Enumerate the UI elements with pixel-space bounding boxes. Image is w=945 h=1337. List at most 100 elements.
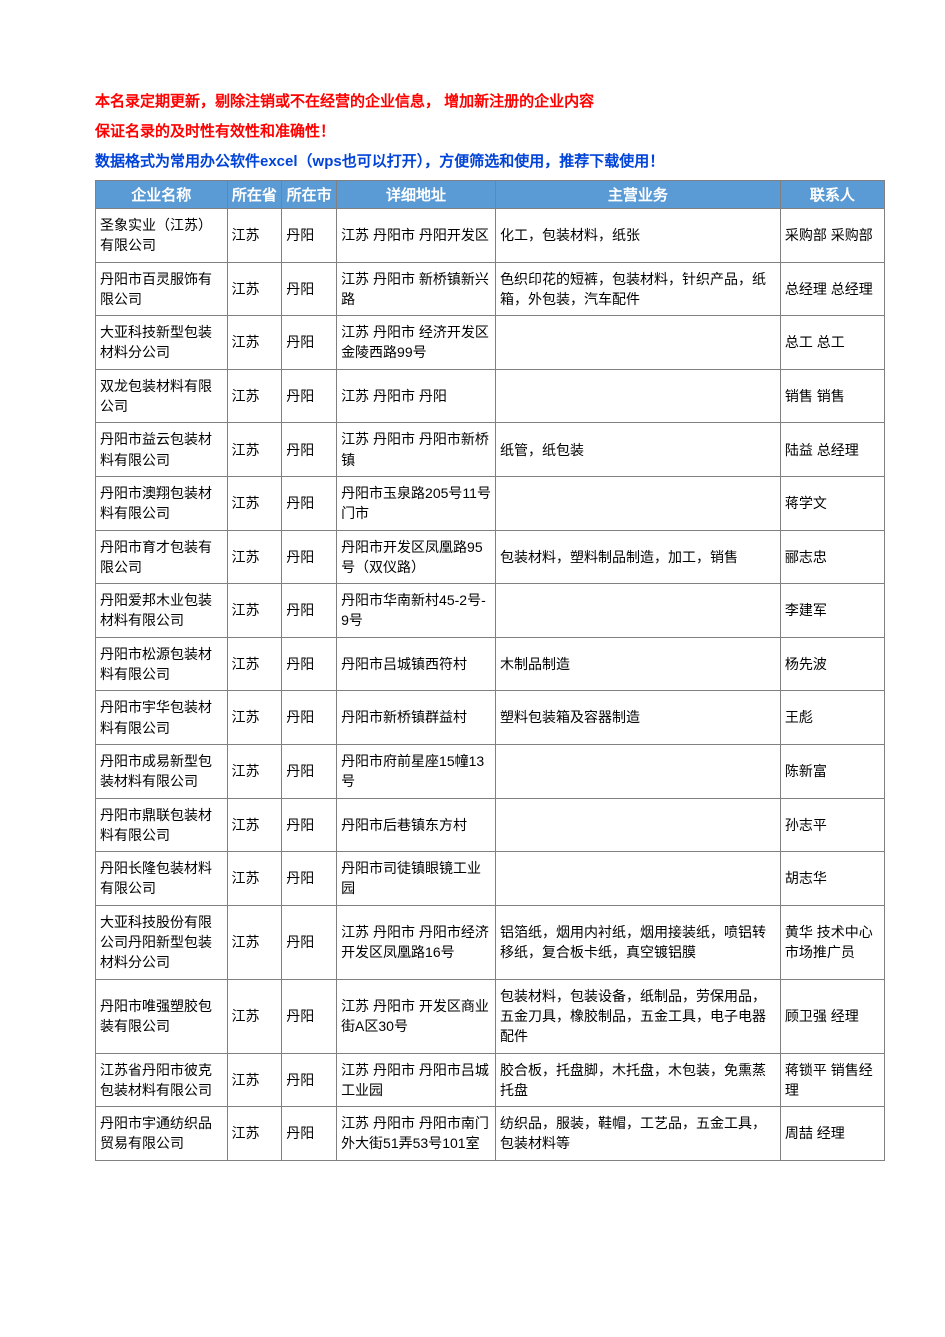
table-row: 丹阳市益云包装材料有限公司江苏丹阳江苏 丹阳市 丹阳市新桥镇纸管，纸包装陆益 总… — [96, 423, 885, 477]
cell-business: 纸管，纸包装 — [495, 423, 780, 477]
cell-city: 丹阳 — [282, 905, 337, 979]
cell-contact: 郦志忠 — [780, 530, 884, 584]
cell-province: 江苏 — [227, 852, 282, 906]
cell-city: 丹阳 — [282, 584, 337, 638]
cell-address: 江苏 丹阳市 新桥镇新兴路 — [337, 262, 496, 316]
cell-business: 化工，包装材料，纸张 — [495, 209, 780, 263]
table-row: 大亚科技股份有限公司丹阳新型包装材料分公司江苏丹阳江苏 丹阳市 丹阳市经济开发区… — [96, 905, 885, 979]
cell-business — [495, 852, 780, 906]
cell-address: 丹阳市吕城镇西符村 — [337, 637, 496, 691]
cell-province: 江苏 — [227, 530, 282, 584]
cell-address: 江苏 丹阳市 丹阳市南门外大街51弄53号101室 — [337, 1107, 496, 1161]
cell-name: 江苏省丹阳市彼克包装材料有限公司 — [96, 1053, 228, 1107]
cell-address: 江苏 丹阳市 经济开发区金陵西路99号 — [337, 316, 496, 370]
cell-city: 丹阳 — [282, 1053, 337, 1107]
cell-city: 丹阳 — [282, 530, 337, 584]
table-row: 圣象实业（江苏）有限公司江苏丹阳江苏 丹阳市 丹阳开发区化工，包装材料，纸张采购… — [96, 209, 885, 263]
cell-business: 木制品制造 — [495, 637, 780, 691]
cell-city: 丹阳 — [282, 369, 337, 423]
table-row: 丹阳市澳翔包装材料有限公司江苏丹阳丹阳市玉泉路205号11号门市蒋学文 — [96, 476, 885, 530]
cell-province: 江苏 — [227, 316, 282, 370]
cell-contact: 王彪 — [780, 691, 884, 745]
cell-address: 江苏 丹阳市 丹阳市吕城工业园 — [337, 1053, 496, 1107]
cell-business — [495, 798, 780, 852]
cell-address: 江苏 丹阳市 丹阳市新桥镇 — [337, 423, 496, 477]
cell-province: 江苏 — [227, 584, 282, 638]
cell-name: 大亚科技新型包装材料分公司 — [96, 316, 228, 370]
th-name: 企业名称 — [96, 181, 228, 209]
cell-business: 色织印花的短裤，包装材料，针织产品，纸箱，外包装，汽车配件 — [495, 262, 780, 316]
cell-address: 江苏 丹阳市 丹阳开发区 — [337, 209, 496, 263]
cell-province: 江苏 — [227, 691, 282, 745]
cell-name: 丹阳市益云包装材料有限公司 — [96, 423, 228, 477]
table-row: 丹阳市唯强塑胶包装有限公司江苏丹阳江苏 丹阳市 开发区商业街A区30号包装材料，… — [96, 979, 885, 1053]
cell-contact: 蒋学文 — [780, 476, 884, 530]
cell-name: 双龙包装材料有限公司 — [96, 369, 228, 423]
table-row: 丹阳市宇通纺织品贸易有限公司江苏丹阳江苏 丹阳市 丹阳市南门外大街51弄53号1… — [96, 1107, 885, 1161]
cell-city: 丹阳 — [282, 262, 337, 316]
cell-name: 丹阳市育才包装有限公司 — [96, 530, 228, 584]
company-table: 企业名称 所在省 所在市 详细地址 主营业务 联系人 圣象实业（江苏）有限公司江… — [95, 180, 885, 1161]
cell-city: 丹阳 — [282, 423, 337, 477]
cell-province: 江苏 — [227, 637, 282, 691]
cell-name: 大亚科技股份有限公司丹阳新型包装材料分公司 — [96, 905, 228, 979]
cell-contact: 总工 总工 — [780, 316, 884, 370]
cell-province: 江苏 — [227, 744, 282, 798]
cell-address: 丹阳市后巷镇东方村 — [337, 798, 496, 852]
cell-city: 丹阳 — [282, 637, 337, 691]
cell-business: 包装材料，塑料制品制造，加工，销售 — [495, 530, 780, 584]
cell-address: 江苏 丹阳市 丹阳 — [337, 369, 496, 423]
cell-contact: 总经理 总经理 — [780, 262, 884, 316]
cell-contact: 胡志华 — [780, 852, 884, 906]
cell-city: 丹阳 — [282, 476, 337, 530]
cell-contact: 采购部 采购部 — [780, 209, 884, 263]
cell-address: 丹阳市司徒镇眼镜工业园 — [337, 852, 496, 906]
table-row: 双龙包装材料有限公司江苏丹阳江苏 丹阳市 丹阳销售 销售 — [96, 369, 885, 423]
table-row: 丹阳爱邦木业包装材料有限公司江苏丹阳丹阳市华南新村45-2号-9号李建军 — [96, 584, 885, 638]
cell-business — [495, 369, 780, 423]
cell-business — [495, 316, 780, 370]
cell-province: 江苏 — [227, 476, 282, 530]
cell-city: 丹阳 — [282, 316, 337, 370]
cell-province: 江苏 — [227, 369, 282, 423]
cell-contact: 李建军 — [780, 584, 884, 638]
th-province: 所在省 — [227, 181, 282, 209]
table-row: 丹阳市鼎联包装材料有限公司江苏丹阳丹阳市后巷镇东方村孙志平 — [96, 798, 885, 852]
cell-name: 丹阳市宇华包装材料有限公司 — [96, 691, 228, 745]
cell-province: 江苏 — [227, 1053, 282, 1107]
cell-name: 丹阳市鼎联包装材料有限公司 — [96, 798, 228, 852]
cell-business: 铝箔纸，烟用内衬纸，烟用接装纸，喷铝转移纸，复合板卡纸，真空镀铝膜 — [495, 905, 780, 979]
cell-business: 包装材料，包装设备，纸制品，劳保用品，五金刀具，橡胶制品，五金工具，电子电器配件 — [495, 979, 780, 1053]
cell-province: 江苏 — [227, 905, 282, 979]
intro-line-2: 保证名录的及时性有效性和准确性！ — [95, 120, 885, 144]
table-row: 丹阳市成易新型包装材料有限公司江苏丹阳丹阳市府前星座15幢13号陈新富 — [96, 744, 885, 798]
th-city: 所在市 — [282, 181, 337, 209]
cell-name: 丹阳爱邦木业包装材料有限公司 — [96, 584, 228, 638]
cell-name: 丹阳市百灵服饰有限公司 — [96, 262, 228, 316]
th-business: 主营业务 — [495, 181, 780, 209]
cell-contact: 黄华 技术中心市场推广员 — [780, 905, 884, 979]
table-row: 丹阳市宇华包装材料有限公司江苏丹阳丹阳市新桥镇群益村塑料包装箱及容器制造王彪 — [96, 691, 885, 745]
th-address: 详细地址 — [337, 181, 496, 209]
cell-city: 丹阳 — [282, 979, 337, 1053]
cell-name: 丹阳市宇通纺织品贸易有限公司 — [96, 1107, 228, 1161]
cell-business — [495, 584, 780, 638]
cell-city: 丹阳 — [282, 209, 337, 263]
cell-address: 丹阳市新桥镇群益村 — [337, 691, 496, 745]
cell-contact: 顾卫强 经理 — [780, 979, 884, 1053]
table-header-row: 企业名称 所在省 所在市 详细地址 主营业务 联系人 — [96, 181, 885, 209]
table-row: 江苏省丹阳市彼克包装材料有限公司江苏丹阳江苏 丹阳市 丹阳市吕城工业园胶合板，托… — [96, 1053, 885, 1107]
cell-name: 丹阳市成易新型包装材料有限公司 — [96, 744, 228, 798]
cell-contact: 孙志平 — [780, 798, 884, 852]
cell-province: 江苏 — [227, 1107, 282, 1161]
cell-address: 江苏 丹阳市 丹阳市经济开发区凤凰路16号 — [337, 905, 496, 979]
cell-city: 丹阳 — [282, 798, 337, 852]
cell-business — [495, 744, 780, 798]
cell-address: 丹阳市开发区凤凰路95号（双仪路） — [337, 530, 496, 584]
table-row: 丹阳市百灵服饰有限公司江苏丹阳江苏 丹阳市 新桥镇新兴路色织印花的短裤，包装材料… — [96, 262, 885, 316]
cell-city: 丹阳 — [282, 691, 337, 745]
table-row: 丹阳市松源包装材料有限公司江苏丹阳丹阳市吕城镇西符村木制品制造杨先波 — [96, 637, 885, 691]
cell-business: 胶合板，托盘脚，木托盘，木包装，免熏蒸托盘 — [495, 1053, 780, 1107]
cell-contact: 蒋锁平 销售经理 — [780, 1053, 884, 1107]
cell-business: 纺织品，服装，鞋帽，工艺品，五金工具，包装材料等 — [495, 1107, 780, 1161]
